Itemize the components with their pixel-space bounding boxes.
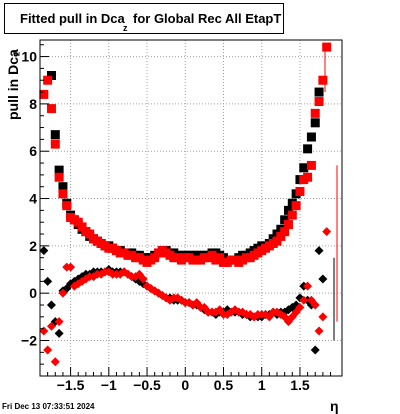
data-point-square <box>283 205 293 215</box>
data-point-diamond <box>318 274 328 284</box>
data-point-diamond <box>314 246 324 256</box>
data-point-square <box>272 236 282 246</box>
data-point-square <box>280 215 290 225</box>
data-point-diamond <box>310 345 320 355</box>
data-point-diamond <box>322 227 332 237</box>
chart-title-rest: for Global Rec All EtapT <box>133 11 282 26</box>
data-point-square <box>58 182 68 192</box>
data-point-square <box>299 163 309 173</box>
data-point-square <box>39 89 49 99</box>
y-tick-label: 0 <box>29 285 37 301</box>
y-tick-label: 4 <box>29 191 37 207</box>
data-point-square <box>314 87 324 97</box>
data-point-diamond <box>50 357 60 367</box>
x-tick-label: 1.5 <box>290 377 310 393</box>
y-tick-label: 8 <box>29 96 37 112</box>
y-tick-label: 10 <box>21 49 37 65</box>
data-point-square <box>303 172 313 182</box>
data-point-square <box>280 227 290 237</box>
x-tick-label: −0.5 <box>133 377 161 393</box>
data-point-diamond <box>54 317 64 327</box>
data-point-square <box>50 139 60 149</box>
data-point-diamond <box>46 300 56 310</box>
data-point-square <box>54 172 64 182</box>
data-point-diamond <box>43 345 53 355</box>
data-point-square <box>62 201 72 211</box>
data-point-square <box>287 210 297 220</box>
data-point-diamond <box>119 267 129 277</box>
data-point-diamond <box>138 274 148 284</box>
data-point-square <box>85 229 95 239</box>
y-tick-label: 6 <box>29 143 37 159</box>
data-point-square <box>77 222 87 232</box>
data-point-square <box>283 220 293 230</box>
data-point-diamond <box>39 246 49 256</box>
y-axis-label: pull in Dca <box>5 49 21 120</box>
data-point-diamond <box>54 328 64 338</box>
data-point-diamond <box>318 312 328 322</box>
chart-title: Fitted pull in Dca <box>20 11 125 26</box>
data-point-square <box>50 130 60 140</box>
x-tick-label: 0.5 <box>214 377 234 393</box>
data-point-square <box>73 217 83 227</box>
x-tick-label: 1 <box>258 377 266 393</box>
data-point-square <box>310 108 320 118</box>
data-point-diamond <box>58 288 68 298</box>
data-point-square <box>207 250 217 260</box>
x-tick-label: −1.5 <box>57 377 85 393</box>
data-point-square <box>303 144 313 154</box>
y-axis-label-subscript: z <box>11 51 22 57</box>
x-tick-label: 0 <box>181 377 189 393</box>
data-point-diamond <box>249 312 259 322</box>
data-point-square <box>46 70 56 80</box>
data-point-square <box>276 231 286 241</box>
y-tick-label: 2 <box>29 238 37 254</box>
chart-title-subscript: z <box>123 23 128 33</box>
data-point-square <box>314 97 324 107</box>
data-point-diamond <box>310 300 320 310</box>
plot-frame <box>39 39 343 377</box>
data-point-diamond <box>46 321 56 331</box>
data-point-square <box>46 104 56 114</box>
data-point-square <box>43 75 53 85</box>
data-point-diamond <box>314 326 324 336</box>
data-point-square <box>150 253 160 263</box>
data-point-diamond <box>123 269 133 279</box>
x-axis-label: η <box>330 398 339 414</box>
data-point-diamond <box>299 295 309 305</box>
data-point-diamond <box>43 276 53 286</box>
timestamp: Fri Dec 13 07:33:51 2024 <box>2 402 95 411</box>
data-point-square <box>306 160 316 170</box>
data-point-square <box>215 253 225 263</box>
data-point-square <box>322 42 332 52</box>
data-point-diamond <box>303 281 313 291</box>
data-point-square <box>58 189 68 199</box>
y-tick-label: −2 <box>21 333 37 349</box>
data-point-square <box>291 201 301 211</box>
data-point-square <box>310 118 320 128</box>
data-point-diamond <box>295 302 305 312</box>
data-point-square <box>295 186 305 196</box>
data-point-diamond <box>66 262 76 272</box>
chart-title-box: Fitted pull in Dca z for Global Rec All … <box>4 3 284 34</box>
data-point-square <box>306 132 316 142</box>
x-tick-label: −1 <box>101 377 117 393</box>
data-point-square <box>318 75 328 85</box>
data-point-square <box>54 165 64 175</box>
